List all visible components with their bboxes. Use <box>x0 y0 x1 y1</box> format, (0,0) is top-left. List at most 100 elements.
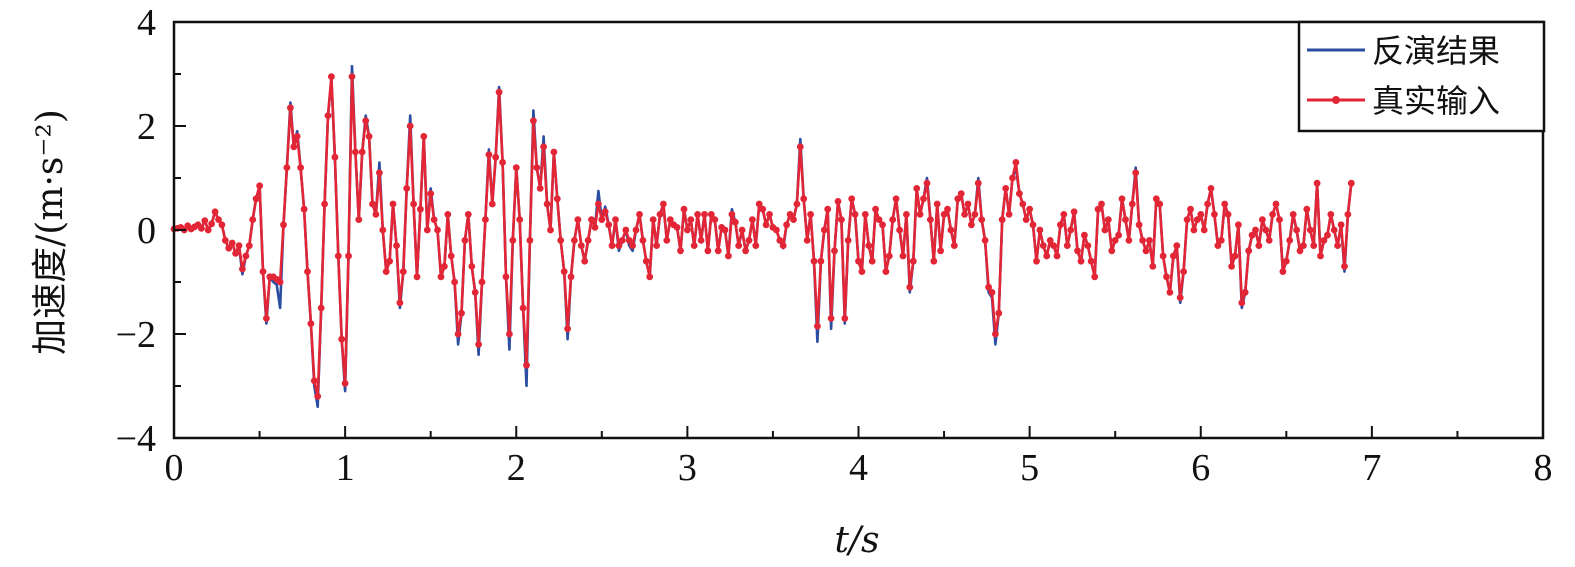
data-point <box>389 200 397 208</box>
data-point <box>338 335 346 343</box>
y-tick-label: −2 <box>116 314 156 356</box>
x-tick-label: 1 <box>336 447 355 489</box>
data-point <box>1166 289 1174 296</box>
data-point <box>1231 252 1239 260</box>
series-layer <box>170 64 1355 409</box>
data-point <box>287 104 294 112</box>
data-point <box>530 117 537 125</box>
data-point <box>1057 221 1064 229</box>
data-point <box>697 237 705 244</box>
data-point <box>1125 237 1133 244</box>
data-point <box>642 257 650 265</box>
data-point <box>331 153 339 161</box>
data-point <box>660 200 667 208</box>
data-point <box>694 211 701 218</box>
data-point <box>1296 247 1304 255</box>
data-point <box>971 211 979 218</box>
data-point <box>574 216 582 224</box>
data-point <box>810 257 818 265</box>
data-point <box>488 200 496 208</box>
data-point <box>762 221 770 229</box>
data-point <box>1087 257 1095 265</box>
data-point <box>1012 159 1020 166</box>
data-point <box>865 242 873 250</box>
data-point <box>906 283 914 291</box>
data-point <box>516 216 524 224</box>
data-point <box>927 216 934 224</box>
data-point <box>1128 200 1136 208</box>
data-point <box>796 143 804 151</box>
data-point <box>1039 242 1047 250</box>
data-point <box>550 148 558 156</box>
y-tick-label: 0 <box>137 210 156 252</box>
data-point <box>304 268 311 275</box>
data-point <box>861 211 869 218</box>
data-point <box>1081 231 1088 239</box>
data-point <box>509 237 517 244</box>
data-point <box>1214 242 1222 250</box>
data-point <box>290 143 298 151</box>
data-point <box>328 73 335 80</box>
data-point <box>1293 226 1300 234</box>
data-point <box>687 216 695 224</box>
data-point <box>968 221 975 229</box>
data-point <box>1149 263 1157 270</box>
data-point <box>1060 211 1068 218</box>
data-point <box>1033 257 1040 265</box>
data-point <box>653 242 660 250</box>
data-point <box>376 169 383 177</box>
data-point <box>766 211 773 218</box>
data-point <box>386 257 393 265</box>
data-point <box>728 211 736 218</box>
data-point <box>885 252 893 260</box>
data-point <box>595 200 602 208</box>
data-point <box>249 216 257 224</box>
data-point <box>1224 211 1232 218</box>
data-point <box>1046 237 1054 244</box>
data-point <box>1067 226 1075 234</box>
data-point <box>981 237 989 244</box>
data-point <box>677 247 684 255</box>
data-point <box>379 226 387 234</box>
data-point <box>1197 211 1205 218</box>
data-point <box>1122 216 1129 224</box>
data-point <box>738 226 746 234</box>
data-point <box>1173 242 1181 250</box>
data-point <box>410 200 417 208</box>
data-point <box>1026 205 1033 213</box>
data-point <box>276 278 284 286</box>
data-point <box>636 211 643 218</box>
data-point <box>680 205 688 213</box>
data-point <box>916 211 924 218</box>
data-point <box>201 217 209 225</box>
data-point <box>632 226 640 234</box>
legend: 反演结果 真实输入 <box>1297 20 1546 133</box>
data-point <box>334 252 342 260</box>
x-tick-label: 3 <box>678 447 697 489</box>
data-point <box>1043 252 1051 260</box>
data-point <box>1022 216 1030 224</box>
data-point <box>1190 226 1198 234</box>
data-point <box>950 242 958 250</box>
data-point <box>444 211 452 218</box>
x-tick-label: 0 <box>165 447 184 489</box>
data-point <box>701 211 708 218</box>
data-point <box>447 252 455 260</box>
data-point <box>1272 200 1280 208</box>
data-point <box>423 226 431 234</box>
ticks-layer: 0 1 2 3 4 5 6 7 8 −4 −2 0 2 4 <box>116 2 1553 489</box>
data-point <box>1204 200 1211 208</box>
data-point <box>499 159 506 166</box>
data-point <box>714 247 722 255</box>
data-point <box>872 205 879 213</box>
data-point <box>221 237 229 244</box>
data-point <box>235 242 243 250</box>
y-tick-label: −4 <box>116 418 156 460</box>
data-point <box>923 179 931 187</box>
data-point <box>783 221 790 229</box>
data-point <box>577 242 585 250</box>
data-point <box>413 273 421 281</box>
data-point <box>1282 257 1290 265</box>
data-point <box>608 242 616 250</box>
